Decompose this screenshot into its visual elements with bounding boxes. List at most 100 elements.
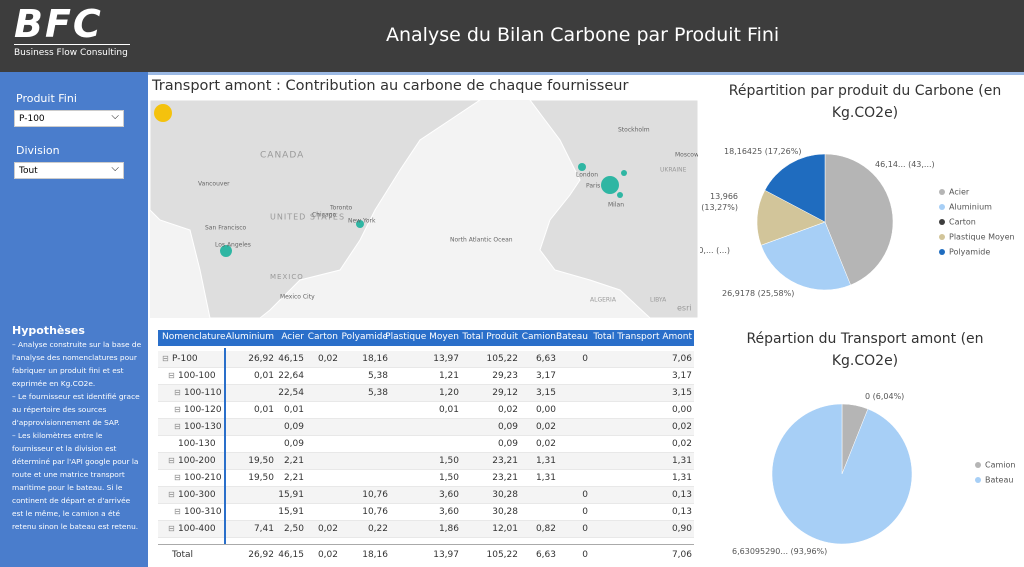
pie-slice — [756, 189, 826, 246]
table-cell: 0,01 — [253, 405, 274, 415]
table-cell: 3,15 — [535, 388, 556, 398]
map-label: ALGERIA — [590, 297, 617, 304]
data-label: 13,966 (13,27%) — [701, 192, 738, 212]
table-cell: 30,28 — [492, 490, 518, 500]
table-cell: 15,91 — [278, 507, 304, 517]
total-cell: Total — [172, 550, 194, 560]
pie-slice — [771, 403, 913, 545]
table-header-bg — [158, 330, 694, 346]
filter-select[interactable]: Tout — [14, 160, 124, 179]
table-cell: 100-400 — [178, 524, 216, 534]
page-title: Analyse du Bilan Carbone par Produit Fin… — [386, 24, 780, 46]
chart-title: Répartition par produit du Carbone (en K… — [728, 83, 1002, 121]
legend-marker — [939, 189, 945, 195]
table-cell: 0,02 — [535, 422, 556, 432]
table-cell: 0,02 — [497, 405, 518, 415]
table-cell: 19,50 — [248, 473, 274, 483]
map-label: Paris — [586, 183, 600, 190]
pie-slice — [760, 221, 851, 291]
row-divider — [158, 503, 694, 504]
table-cell: 1,21 — [438, 371, 459, 381]
table-cell: 100-100 — [178, 371, 216, 381]
table-cell: 0,13 — [671, 507, 692, 517]
table-cell: 10,76 — [362, 507, 388, 517]
table-cell: 13,97 — [433, 354, 459, 364]
row-divider — [158, 435, 694, 436]
expander[interactable]: ⊟ — [168, 456, 175, 465]
table-cell: 1,31 — [671, 473, 692, 483]
map-label: Milan — [608, 202, 624, 209]
row-bg — [158, 487, 694, 504]
expander[interactable]: ⊟ — [168, 490, 175, 499]
map-label: Stockholm — [618, 127, 650, 134]
table-cell: 0 — [582, 490, 588, 500]
table-cell: 0,90 — [671, 524, 692, 534]
table-cell: 2,21 — [283, 473, 304, 483]
map-label: Moscow — [675, 152, 698, 159]
legend-marker — [975, 477, 981, 483]
note: – Le fournisseur est identifié grace au … — [12, 392, 140, 427]
expander[interactable]: ⊟ — [174, 405, 181, 414]
table-cell: 0,01 — [283, 405, 304, 415]
table-cell: 100-130 — [178, 439, 216, 449]
legend-label: Carton — [949, 218, 976, 227]
column-header: Nomenclature — [162, 332, 226, 342]
table-cell: 23,21 — [492, 473, 518, 483]
total-cell: 13,97 — [433, 550, 459, 560]
table-cell: 2,21 — [283, 456, 304, 466]
legend-label: Polyamide — [949, 248, 990, 257]
expander[interactable]: ⊟ — [162, 354, 169, 363]
table-cell: 1,20 — [438, 388, 459, 398]
table-cell: 0,22 — [367, 524, 388, 534]
column-header: Camion — [521, 332, 556, 342]
pie-slice — [764, 153, 826, 223]
expander[interactable]: ⊟ — [174, 388, 181, 397]
header: BFC Business Flow Consulting Analyse du … — [0, 0, 1024, 72]
map-label: UNITED STATES — [270, 213, 345, 222]
legend-marker — [939, 249, 945, 255]
column-header: Carton — [307, 332, 338, 342]
table-cell: 1,31 — [535, 473, 556, 483]
legend-marker — [975, 462, 981, 468]
map-label: Vancouver — [198, 181, 230, 188]
data-label: 6,63095290... (93,96%) — [732, 547, 827, 556]
table-cell: 0,00 — [535, 405, 556, 415]
row-divider — [158, 520, 694, 521]
expander[interactable]: ⊟ — [168, 524, 175, 533]
table-cell: 0 — [582, 354, 588, 364]
map-label: Toronto — [329, 205, 352, 212]
table-cell: 0,09 — [283, 422, 304, 432]
table-cell: 100-300 — [178, 490, 216, 500]
table-cell: 0,01 — [438, 405, 459, 415]
selected-column-line — [224, 348, 226, 544]
filter-select[interactable]: P-100 — [14, 108, 124, 127]
row-divider — [158, 469, 694, 470]
table-cell: 5,38 — [367, 388, 388, 398]
table-cell: 10,76 — [362, 490, 388, 500]
expander[interactable]: ⊟ — [174, 507, 181, 516]
table-cell: 5,38 — [367, 371, 388, 381]
table-cell: 46,15 — [278, 354, 304, 364]
total-cell: 46,15 — [278, 550, 304, 560]
company: Business Flow Consulting — [14, 48, 128, 58]
row-bg — [158, 419, 694, 436]
expander[interactable]: ⊟ — [174, 473, 181, 482]
column-header: Total Produit — [462, 332, 518, 342]
map-label: London — [576, 172, 598, 179]
table-cell: 0,02 — [671, 422, 692, 432]
table-cell: 0,02 — [317, 354, 338, 364]
notes-title: Hypothèses — [12, 324, 85, 337]
column-header: Plastique Moyen — [385, 332, 459, 342]
column-header: Total Transport Amont — [593, 332, 692, 342]
total-cell: 0 — [582, 550, 588, 560]
table-cell: 29,12 — [492, 388, 518, 398]
expander[interactable]: ⊟ — [168, 371, 175, 380]
total-bg — [158, 544, 694, 565]
table-cell: 0,02 — [671, 439, 692, 449]
map[interactable]: CANADA UNITED STATES MEXICO Vancouver Chicag… — [150, 100, 698, 318]
table-cell: 18,16 — [362, 354, 388, 364]
table-cell: 30,28 — [492, 507, 518, 517]
row-divider — [158, 401, 694, 402]
table-cell: 15,91 — [278, 490, 304, 500]
expander[interactable]: ⊟ — [174, 422, 181, 431]
